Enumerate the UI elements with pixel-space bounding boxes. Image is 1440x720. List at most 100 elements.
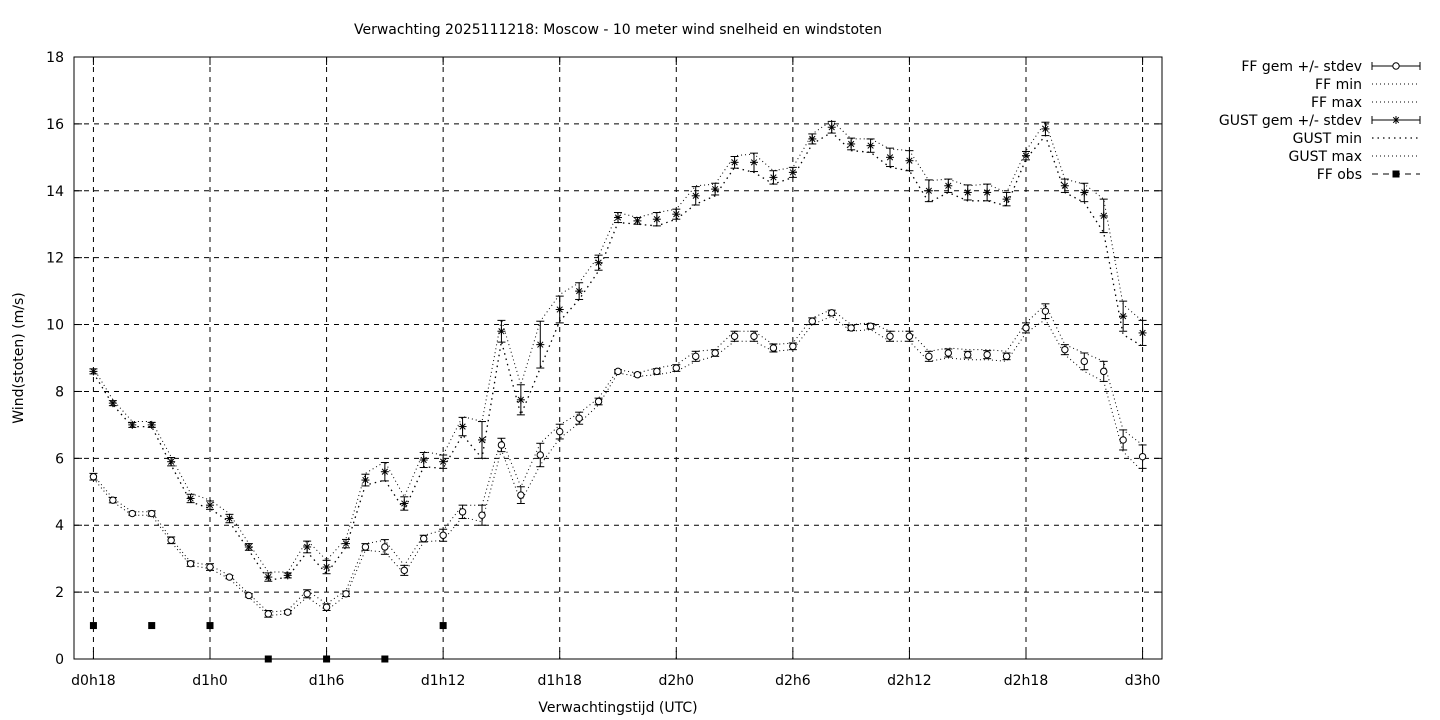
gust-mean-point — [380, 467, 389, 476]
ff-mean-point — [517, 491, 525, 499]
gust-mean-point — [303, 542, 312, 551]
ff-mean-point — [109, 496, 117, 504]
y-tick-label: 8 — [55, 384, 64, 400]
y-tick-label: 6 — [55, 451, 64, 467]
ff-obs-point — [439, 622, 447, 630]
gust-mean-point — [788, 168, 797, 177]
x-tick-label: d2h0 — [658, 673, 694, 689]
ff-mean-point — [381, 543, 389, 551]
gust-mean-point — [342, 539, 350, 548]
ff-mean-point — [692, 352, 700, 361]
x-tick-label: d1h12 — [421, 673, 465, 689]
gust-mean-point — [983, 188, 992, 197]
gust-mean-point — [439, 457, 448, 466]
legend-star-marker — [1392, 116, 1400, 124]
ff-mean-point — [594, 397, 603, 406]
ff-mean-point — [206, 563, 214, 571]
gust-mean-point — [827, 123, 836, 132]
gust-mean-point — [1138, 328, 1147, 337]
ff-obs-point — [381, 655, 389, 663]
legend: FF gem +/- stdev FF min FF max GUST gem +/-… — [1219, 59, 1421, 183]
gust-mean-point — [419, 456, 428, 465]
ff-mean-point — [1061, 345, 1069, 354]
gust-mean-point — [633, 216, 642, 225]
gust-mean-point — [516, 395, 525, 404]
gust-mean-point — [206, 501, 214, 510]
gust-mean-point — [711, 185, 720, 194]
ff-mean-point — [964, 350, 972, 359]
ff-mean-point — [458, 508, 467, 516]
gust-mean-point — [1099, 211, 1108, 220]
gust-mean-point — [730, 158, 739, 167]
ff-mean-point — [148, 509, 156, 518]
ff-mean-point — [245, 591, 253, 600]
y-tick-label: 4 — [55, 518, 64, 534]
ff-mean-point — [264, 610, 272, 618]
plot-frame — [73, 56, 1163, 660]
ff-mean-point — [866, 322, 875, 330]
legend-label: FF max — [1311, 95, 1362, 111]
x-tick-label: d1h6 — [309, 673, 345, 689]
gust-mean-point — [128, 420, 137, 429]
series-ff-min-line — [93, 315, 1143, 617]
gust-mean-point — [147, 420, 156, 429]
gust-mean-point — [924, 186, 933, 195]
gust-mean-point — [322, 563, 331, 572]
ff-mean-point — [983, 350, 991, 359]
ff-mean-point — [575, 414, 583, 422]
y-tick-label: 10 — [46, 318, 64, 334]
x-tick-label: d3h0 — [1125, 673, 1161, 689]
series-gust-max-line — [92, 119, 1143, 573]
ff-mean-point — [808, 317, 816, 325]
ff-mean-point — [303, 590, 311, 598]
legend-label: FF gem +/- stdev — [1241, 59, 1362, 75]
gust-mean-point — [536, 340, 545, 349]
gust-mean-point — [886, 153, 894, 162]
gust-mean-point — [691, 191, 700, 200]
legend-label: GUST gem +/- stdev — [1219, 113, 1362, 129]
y-tick-label: 12 — [46, 251, 64, 267]
gust-mean-point — [769, 173, 778, 182]
series-layer — [89, 119, 1147, 663]
gust-mean-point — [866, 141, 875, 150]
gust-mean-point — [905, 156, 914, 165]
y-tick-label: 14 — [46, 184, 64, 200]
y-tick-label: 2 — [55, 585, 64, 601]
gust-mean-point — [1080, 188, 1089, 197]
axes — [73, 56, 1163, 660]
gust-mean-point — [672, 210, 681, 219]
ff-mean-point — [828, 309, 836, 317]
x-axis-label: Verwachtingstijd (UTC) — [538, 700, 697, 716]
ff-mean-point — [789, 342, 797, 350]
x-tick-label: d1h0 — [192, 673, 228, 689]
x-tick-label: d2h12 — [887, 673, 931, 689]
gust-mean-point — [944, 181, 953, 190]
ff-mean-point — [1041, 307, 1050, 315]
gust-mean-point — [458, 422, 467, 431]
ff-mean-point — [672, 364, 680, 372]
x-tick-label: d2h6 — [775, 673, 811, 689]
ff-mean-point — [769, 344, 778, 352]
ff-mean-point — [944, 349, 952, 357]
gust-mean-point — [614, 213, 622, 222]
ff-mean-point — [1138, 452, 1147, 461]
ff-mean-point — [1119, 436, 1127, 444]
legend-circle-marker — [1392, 62, 1400, 70]
gust-mean-point — [89, 367, 98, 376]
ff-mean-point — [730, 332, 739, 340]
gust-mean-point — [497, 327, 506, 336]
gust-mean-point — [1041, 124, 1050, 133]
gust-mean-point — [225, 514, 234, 523]
ff-obs-point — [264, 655, 272, 663]
ff-mean-point — [186, 559, 195, 568]
ff-mean-point — [128, 509, 136, 518]
ff-mean-point — [478, 511, 486, 519]
gust-mean-point — [594, 258, 603, 267]
legend-square-marker — [1392, 170, 1400, 178]
ff-obs-point — [206, 622, 214, 630]
ff-mean-point — [633, 371, 642, 379]
ff-mean-point — [1100, 367, 1108, 376]
ff-mean-point — [167, 536, 175, 544]
y-tick-label: 18 — [46, 50, 64, 66]
grid-lines — [74, 57, 1162, 659]
